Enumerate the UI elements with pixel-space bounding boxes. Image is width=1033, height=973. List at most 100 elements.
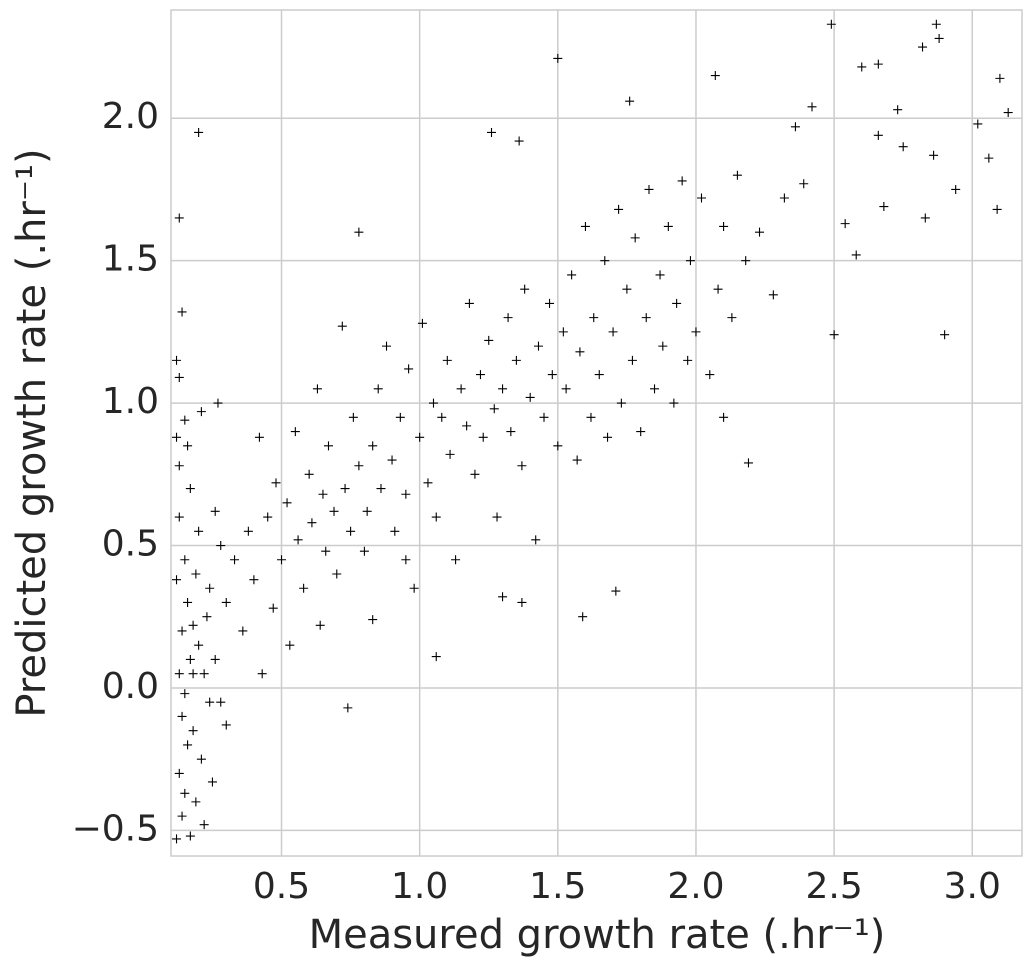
point <box>337 321 347 331</box>
x-tick-label: 0.5 <box>253 866 310 907</box>
point <box>205 697 215 707</box>
point <box>343 703 353 713</box>
point <box>503 313 513 323</box>
point <box>174 768 184 778</box>
point <box>249 575 259 585</box>
point <box>531 535 541 545</box>
point <box>188 669 198 679</box>
y-tick-label: 1.0 <box>102 381 159 422</box>
point <box>506 427 516 437</box>
point <box>672 298 682 308</box>
point <box>650 384 660 394</box>
point <box>898 142 908 152</box>
point <box>346 526 356 536</box>
point <box>263 512 273 522</box>
point <box>940 330 950 340</box>
point <box>755 227 765 237</box>
point <box>484 335 494 345</box>
plot-frame <box>170 9 1023 857</box>
point <box>404 364 414 374</box>
point <box>489 404 499 414</box>
point <box>857 62 867 72</box>
point <box>177 811 187 821</box>
point <box>354 461 364 471</box>
point <box>705 370 715 380</box>
point <box>174 372 184 382</box>
point <box>1003 108 1013 118</box>
point <box>221 597 231 607</box>
point <box>183 597 193 607</box>
point <box>373 384 383 394</box>
point <box>644 184 654 194</box>
point <box>630 233 640 243</box>
point <box>929 150 939 160</box>
point <box>600 256 610 266</box>
point <box>213 398 223 408</box>
point <box>951 184 961 194</box>
x-tick-label: 2.5 <box>805 866 862 907</box>
point <box>578 612 588 622</box>
point <box>669 398 679 408</box>
y-tick-label: −0.5 <box>72 808 159 849</box>
point <box>172 432 182 442</box>
point <box>196 407 206 417</box>
point <box>561 384 571 394</box>
point <box>277 555 287 565</box>
point <box>387 455 397 465</box>
point <box>920 213 930 223</box>
point <box>185 654 195 664</box>
point <box>271 478 281 488</box>
point <box>451 555 461 565</box>
point <box>614 204 624 214</box>
point <box>710 71 720 81</box>
point <box>931 19 941 29</box>
point <box>202 612 212 622</box>
point <box>368 441 378 451</box>
point <box>586 412 596 422</box>
point <box>307 518 317 528</box>
point <box>238 626 248 636</box>
point <box>216 697 226 707</box>
point <box>696 193 706 203</box>
point <box>196 754 206 764</box>
point <box>741 256 751 266</box>
point <box>257 669 267 679</box>
point <box>332 569 342 579</box>
point <box>470 469 480 479</box>
point <box>655 270 665 280</box>
point <box>719 412 729 422</box>
point <box>423 478 433 488</box>
point <box>511 355 521 365</box>
point <box>658 341 668 351</box>
point <box>829 330 839 340</box>
point <box>329 506 339 516</box>
point <box>727 313 737 323</box>
point <box>779 193 789 203</box>
point <box>464 298 474 308</box>
point <box>293 535 303 545</box>
point <box>210 654 220 664</box>
point <box>282 498 292 508</box>
point <box>185 484 195 494</box>
point <box>268 603 278 613</box>
point <box>188 620 198 630</box>
point <box>180 415 190 425</box>
point <box>174 512 184 522</box>
point <box>893 105 903 115</box>
point <box>199 820 209 830</box>
point <box>547 370 557 380</box>
point <box>312 384 322 394</box>
point <box>807 102 817 112</box>
point <box>177 626 187 636</box>
point <box>285 640 295 650</box>
point <box>768 290 778 300</box>
y-tick-label: 2.0 <box>102 96 159 137</box>
point <box>243 526 253 536</box>
point <box>995 73 1005 83</box>
point <box>177 711 187 721</box>
point <box>456 384 466 394</box>
point <box>221 720 231 730</box>
point <box>318 489 328 499</box>
point <box>520 284 530 294</box>
